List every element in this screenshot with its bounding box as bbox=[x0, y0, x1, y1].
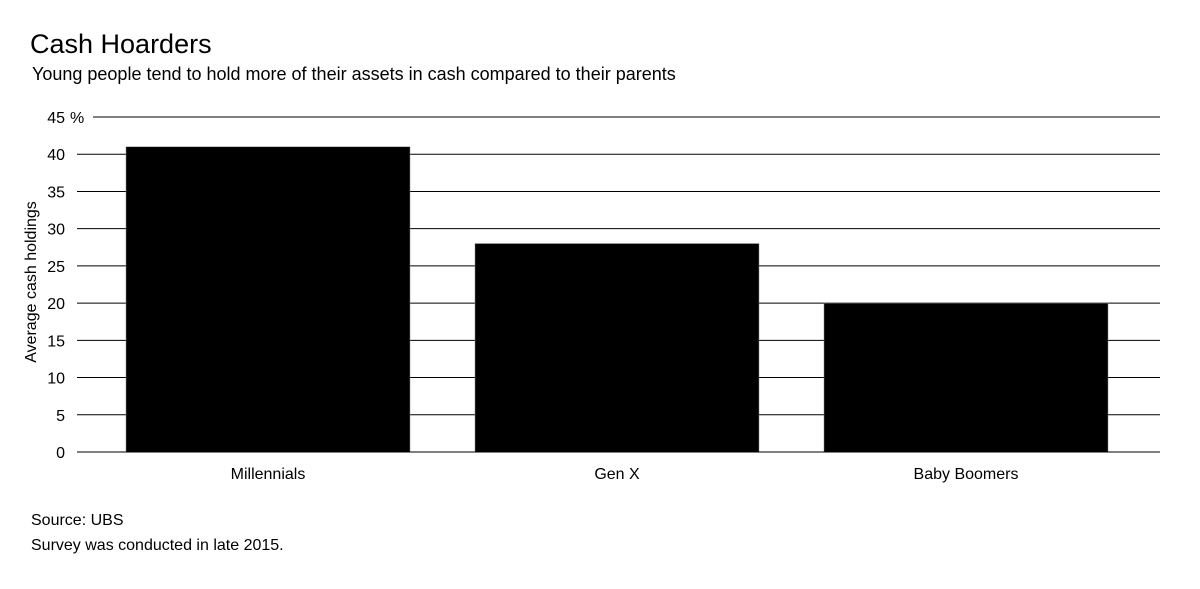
y-unit-label: % bbox=[70, 110, 84, 127]
y-tick-label: 5 bbox=[56, 408, 65, 425]
y-tick-label: 20 bbox=[47, 296, 65, 313]
y-tick-label: 45 bbox=[47, 110, 65, 127]
chart-subtitle: Young people tend to hold more of their … bbox=[32, 64, 676, 84]
bar-gen-x bbox=[474, 243, 760, 453]
bar-millennials bbox=[125, 146, 411, 453]
y-axis-label: Average cash holdings bbox=[23, 201, 40, 363]
y-tick-label: 0 bbox=[56, 445, 65, 462]
x-tick-label: Millennials bbox=[231, 466, 306, 483]
y-tick-label: 30 bbox=[47, 222, 65, 239]
y-tick-label: 15 bbox=[47, 333, 65, 350]
survey-note: Survey was conducted in late 2015. bbox=[31, 537, 284, 554]
y-tick-label: 40 bbox=[47, 147, 65, 164]
x-tick-label: Baby Boomers bbox=[914, 466, 1019, 483]
y-tick-label: 25 bbox=[47, 259, 65, 276]
x-tick-label: Gen X bbox=[594, 466, 640, 483]
y-tick-label: 35 bbox=[47, 184, 65, 201]
bar-baby-boomers bbox=[823, 302, 1109, 453]
chart-title: Cash Hoarders bbox=[30, 29, 212, 59]
y-tick-label: 10 bbox=[47, 371, 65, 388]
source-note: Source: UBS bbox=[31, 512, 124, 529]
